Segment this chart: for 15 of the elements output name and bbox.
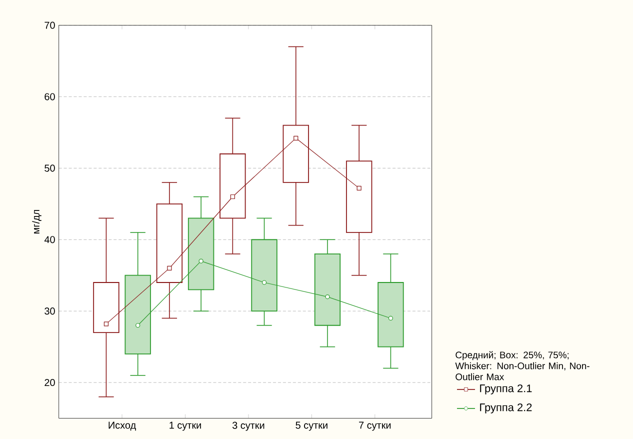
- x-tick-label: 1 сутки: [170, 422, 201, 431]
- y-tick-label: 60: [44, 93, 55, 100]
- y-tick-label: 20: [44, 379, 55, 386]
- x-tick-label: 3 сутки: [232, 422, 264, 431]
- y-tick-label: 70: [44, 22, 55, 29]
- y-tick-label: 50: [44, 164, 55, 172]
- y-tick-label: 30: [44, 308, 55, 315]
- legend-label: Группа 2.2: [480, 403, 532, 414]
- y-tick-label: 40: [44, 236, 55, 244]
- x-tick-label: 7 сутки: [359, 422, 391, 431]
- y-axis-title: мг/дл: [32, 210, 42, 234]
- legend-label: Группа 2.1: [480, 384, 532, 394]
- legend-title: Средний; Box: 25%, 75%; Whisker: Non-Outlier Min, Non-Outlier Max: [455, 351, 590, 380]
- x-tick-label: 5 сутки: [296, 422, 328, 431]
- x-tick-label: Исход: [108, 422, 136, 431]
